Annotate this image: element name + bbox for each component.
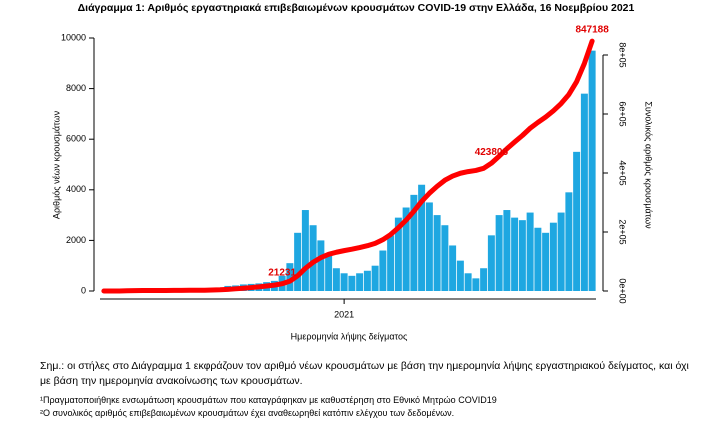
bar xyxy=(518,220,526,291)
bar xyxy=(480,268,488,291)
bar xyxy=(449,245,457,291)
bar xyxy=(379,250,387,291)
bar xyxy=(565,192,573,291)
bar xyxy=(503,210,511,291)
bar xyxy=(402,207,410,291)
bar xyxy=(301,210,309,291)
y2-axis-label: Συνολικός αριθμός κρουσμάτων xyxy=(644,101,654,229)
x-tick-label: 2021 xyxy=(334,309,354,319)
footnote: ²Ο συνολικός αριθμός επιβεβαιωμένων κρου… xyxy=(40,408,455,418)
bar xyxy=(534,227,542,291)
y2-tick-label: 0e+00 xyxy=(618,278,628,303)
bar xyxy=(464,273,472,291)
bar xyxy=(371,265,379,291)
y-tick-label: 6000 xyxy=(66,134,86,144)
bar xyxy=(542,232,550,291)
bar xyxy=(410,194,418,291)
y2-tick-label: 2e+05 xyxy=(618,219,628,244)
bar xyxy=(433,215,441,291)
bar xyxy=(332,268,340,291)
x-axis-label: Ημερομηνία λήψης δείγματος xyxy=(291,331,408,341)
y-axis-label: Αριθμός νέων κρουσμάτων xyxy=(51,110,61,219)
bar xyxy=(580,93,588,291)
chart: Διάγραμμα 1: Αριθμός εργαστηριακά επιβεβ… xyxy=(51,2,654,342)
bar xyxy=(340,273,348,291)
y2-tick-label: 8e+05 xyxy=(618,42,628,67)
bar xyxy=(363,270,371,291)
bar xyxy=(549,222,557,291)
annotation: 847188 xyxy=(575,25,609,36)
bar xyxy=(294,232,302,291)
bar xyxy=(526,212,534,291)
chart-title: Διάγραμμα 1: Αριθμός εργαστηριακά επιβεβ… xyxy=(78,2,635,14)
y2-tick-label: 4e+05 xyxy=(618,160,628,185)
bar xyxy=(588,50,596,292)
y-tick-label: 2000 xyxy=(66,235,86,245)
note: με βάση την ημερομηνία ανακοίνωσης των κ… xyxy=(40,375,303,387)
note: Σημ.: οι στήλες στο Διάγραμμα 1 εκφράζου… xyxy=(40,360,689,372)
bar xyxy=(394,217,402,291)
bar xyxy=(286,263,294,291)
y-tick-label: 4000 xyxy=(66,184,86,194)
bar xyxy=(317,240,325,291)
bar xyxy=(348,275,356,291)
y-tick-label: 8000 xyxy=(66,83,86,93)
bar xyxy=(425,202,433,291)
bar xyxy=(495,215,503,291)
cumulative-line xyxy=(101,38,595,294)
bar xyxy=(387,235,395,291)
bar xyxy=(309,225,317,291)
bar xyxy=(325,255,333,291)
bar xyxy=(418,184,426,291)
bar xyxy=(573,151,581,291)
y-tick-label: 10000 xyxy=(61,32,86,42)
footnote: ¹Πραγματοποιήθηκε ενσωμάτωση κρουσμάτων … xyxy=(40,395,497,405)
bar xyxy=(487,235,495,291)
bar xyxy=(472,278,480,291)
bar xyxy=(441,225,449,291)
bar xyxy=(511,217,519,291)
y2-tick-label: 6e+05 xyxy=(618,101,628,126)
bar xyxy=(356,273,364,291)
annotation: 21231 xyxy=(268,267,296,278)
bar xyxy=(557,212,565,291)
bar xyxy=(456,260,464,291)
annotation: 423808 xyxy=(475,147,509,158)
y-tick-label: 0 xyxy=(81,285,86,295)
